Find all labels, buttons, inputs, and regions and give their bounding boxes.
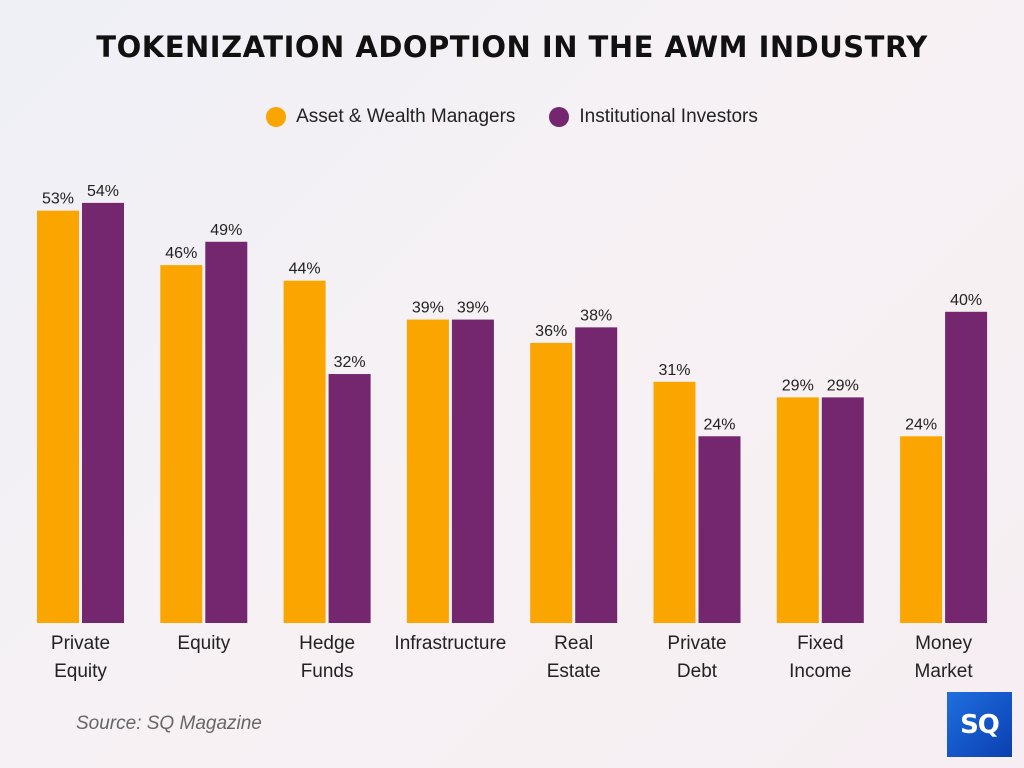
data-label: 40% bbox=[950, 292, 982, 309]
data-label: 54% bbox=[87, 183, 119, 200]
bar bbox=[653, 381, 696, 623]
data-label: 31% bbox=[658, 362, 690, 379]
category-label: Equity bbox=[54, 661, 107, 682]
category-label: Private bbox=[667, 633, 726, 654]
category-label: Estate bbox=[547, 661, 601, 682]
legend-swatch bbox=[549, 107, 570, 127]
data-label: 32% bbox=[334, 354, 366, 371]
data-label: 39% bbox=[412, 300, 444, 317]
data-label: 44% bbox=[289, 261, 321, 278]
bar bbox=[37, 210, 79, 623]
category-label: Debt bbox=[677, 661, 718, 682]
bar bbox=[283, 280, 326, 623]
legend-item-asset-wealth-managers: Asset & Wealth Managers bbox=[266, 106, 515, 128]
category-label: Market bbox=[915, 661, 974, 682]
category-label: Equity bbox=[177, 633, 230, 654]
legend-label: Institutional Investors bbox=[579, 106, 758, 127]
category-label: Hedge bbox=[299, 633, 355, 654]
sq-logo: SQ bbox=[947, 692, 1012, 757]
data-label: 49% bbox=[210, 222, 242, 239]
data-label: 24% bbox=[703, 416, 735, 433]
category-label: Private bbox=[51, 633, 110, 654]
legend: Asset & Wealth Managers Institutional In… bbox=[0, 106, 1024, 128]
category-label: Fixed bbox=[797, 633, 843, 654]
bar bbox=[900, 436, 943, 623]
data-label: 36% bbox=[535, 323, 567, 340]
data-label: 24% bbox=[905, 416, 937, 433]
bar bbox=[530, 342, 573, 623]
data-label: 46% bbox=[165, 245, 197, 262]
data-label: 53% bbox=[42, 191, 74, 208]
data-label: 39% bbox=[457, 300, 489, 317]
category-label: Real bbox=[554, 633, 593, 654]
bar bbox=[575, 327, 618, 623]
bar bbox=[205, 241, 248, 623]
bar bbox=[451, 319, 494, 623]
data-label: 38% bbox=[580, 307, 612, 324]
data-label: 29% bbox=[782, 377, 814, 394]
chart-title: TOKENIZATION ADOPTION IN THE AWM INDUSTR… bbox=[96, 30, 928, 64]
bar bbox=[776, 397, 819, 623]
category-label: Money bbox=[915, 633, 973, 654]
legend-label: Asset & Wealth Managers bbox=[296, 106, 516, 127]
legend-swatch bbox=[266, 107, 287, 127]
category-label: Funds bbox=[301, 661, 354, 682]
bar bbox=[821, 397, 864, 623]
category-label: Income bbox=[789, 661, 851, 682]
bar bbox=[160, 265, 203, 623]
source-note: Source: SQ Magazine bbox=[76, 713, 262, 734]
bar bbox=[82, 202, 124, 623]
legend-item-institutional-investors: Institutional Investors bbox=[549, 106, 758, 128]
bar bbox=[945, 311, 988, 623]
bar bbox=[406, 319, 449, 623]
category-label: Infrastructure bbox=[394, 633, 506, 654]
bar bbox=[698, 436, 741, 623]
data-label: 29% bbox=[827, 377, 859, 394]
bar bbox=[328, 374, 371, 623]
